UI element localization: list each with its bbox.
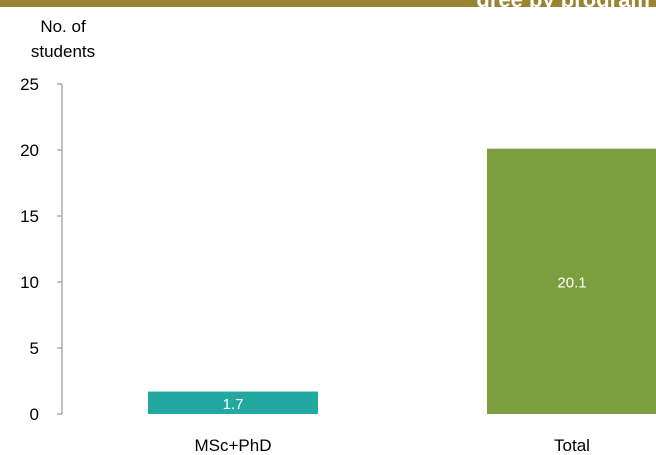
y-axis-title: No. of students [30, 17, 96, 61]
y-tick-label: 0 [30, 405, 39, 424]
y-tick-label: 5 [30, 339, 39, 358]
x-category-label: MSc+PhD [195, 436, 272, 455]
y-tick-label: 25 [20, 75, 39, 94]
y-tick-label: 20 [20, 141, 39, 160]
top-banner-strip: gree by program [0, 0, 656, 11]
x-category-label: Total [554, 436, 590, 455]
bar-total [487, 148, 656, 414]
y-tick-label: 15 [20, 207, 39, 226]
banner-text: gree by program [476, 0, 650, 11]
y-tick-label: 10 [20, 273, 39, 292]
data-label: 1.7 [223, 396, 244, 413]
bar-msc-phd [148, 391, 318, 414]
data-label: 20.1 [557, 274, 586, 291]
